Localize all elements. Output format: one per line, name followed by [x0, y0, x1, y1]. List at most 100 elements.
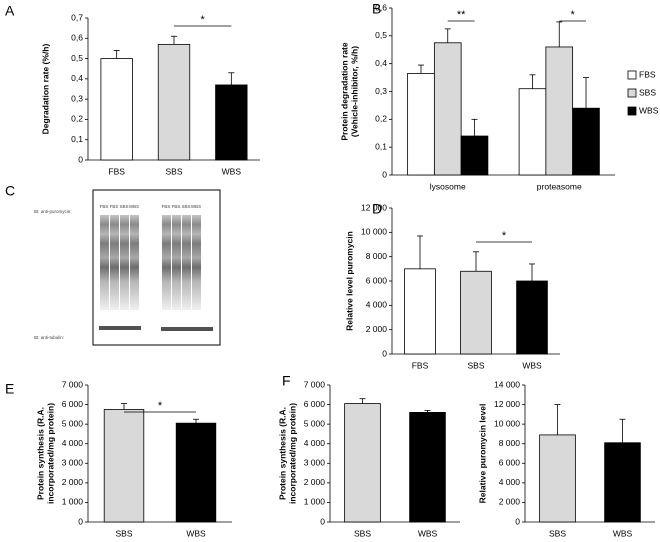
y-axis-label: Relative puromycin level: [477, 404, 487, 504]
y-tick-label: 0,1: [375, 141, 387, 151]
x-tick-label: FBS: [412, 360, 429, 370]
x-tick-label: FBS: [108, 166, 125, 176]
lane-label: FBS: [100, 204, 109, 209]
bar: [344, 403, 381, 523]
x-tick-label: SBS: [115, 528, 132, 538]
bar: [460, 135, 489, 176]
blot-smear: [100, 215, 109, 310]
blot-smear: [172, 215, 181, 310]
y-tick-label: 7 000: [62, 379, 84, 389]
bar: [409, 411, 446, 523]
y-tick-label: 0,2: [71, 114, 83, 124]
bar: [539, 434, 576, 523]
y-tick-label: 8 000: [366, 251, 388, 261]
x-tick-label: SBS: [549, 528, 566, 538]
y-tick-label: 4 000: [499, 477, 521, 487]
y-tick-label: 14 000: [494, 379, 520, 389]
blot-smear: [120, 215, 129, 310]
y-tick-label: 0: [78, 516, 83, 526]
y-tick-label: 6 000: [304, 399, 326, 409]
blot-band: [99, 326, 141, 330]
y-axis-label: (Vehicle-inhibitor, %/h): [349, 46, 359, 137]
legend-label: WBS: [639, 105, 659, 115]
x-tick-label: WBS: [222, 166, 242, 176]
significance-label: *: [158, 400, 163, 412]
significance-label: **: [457, 9, 466, 21]
panel-letter: C: [5, 183, 15, 199]
y-tick-label: 6 000: [366, 275, 388, 285]
y-tick-label: 0,4: [71, 73, 83, 83]
blot-smear: [182, 215, 191, 310]
bar: [215, 84, 248, 161]
y-tick-label: 0,7: [71, 12, 83, 22]
panel-letter: E: [5, 381, 14, 397]
lane-label: FBS: [110, 204, 119, 209]
y-tick-label: 1 000: [62, 497, 84, 507]
legend-swatch: [627, 88, 637, 98]
lane-label: FBS: [172, 204, 181, 209]
bar: [100, 58, 133, 161]
y-tick-label: 1 000: [304, 497, 326, 507]
y-tick-label: 6 000: [499, 458, 521, 468]
legend-swatch: [627, 106, 637, 116]
y-tick-label: 0,2: [375, 114, 387, 124]
x-tick-label: lysosome: [430, 181, 466, 191]
y-axis-label: Protein synthesis (R.A.: [35, 407, 45, 500]
y-tick-label: 5 000: [304, 418, 326, 428]
blot-smear: [110, 215, 119, 310]
y-tick-label: 4 000: [366, 300, 388, 310]
bar: [103, 409, 145, 523]
x-tick-label: WBS: [522, 360, 542, 370]
y-tick-label: 0,6: [375, 2, 387, 12]
y-tick-label: 12 000: [494, 399, 520, 409]
x-tick-label: WBS: [186, 528, 206, 538]
x-tick-label: WBS: [613, 528, 633, 538]
y-tick-label: 0,3: [375, 86, 387, 96]
bar: [572, 107, 600, 176]
y-tick-label: 12 000: [361, 202, 387, 212]
y-tick-label: 0: [78, 154, 83, 164]
y-tick-label: 0,1: [71, 134, 83, 144]
lane-label: WBS: [191, 204, 201, 209]
x-tick-label: WBS: [418, 528, 438, 538]
blot-panel: C FBS FBS SBS WBS FBS FBS SBS WBS IB: an…: [5, 183, 221, 346]
y-tick-label: 3 000: [62, 458, 84, 468]
y-tick-label: 0,6: [71, 33, 83, 43]
y-tick-label: 0: [382, 348, 387, 358]
y-tick-label: 0,5: [375, 30, 387, 40]
x-tick-label: proteasome: [537, 181, 582, 191]
panel-letter: F: [282, 373, 291, 389]
y-tick-label: 0,4: [375, 58, 387, 68]
y-tick-label: 10 000: [361, 227, 387, 237]
y-tick-label: 7 000: [304, 379, 326, 389]
panel-letter: B: [372, 1, 381, 17]
y-tick-label: 6 000: [62, 399, 84, 409]
blot-label: IB: anti-tubulin:: [34, 335, 64, 340]
y-tick-label: 4 000: [304, 438, 326, 448]
y-tick-label: 2 000: [62, 477, 84, 487]
y-tick-label: 8 000: [499, 438, 521, 448]
y-tick-label: 0: [382, 169, 387, 179]
panel-letter: A: [5, 3, 15, 19]
y-tick-label: 3 000: [304, 458, 326, 468]
blot-smear: [162, 215, 171, 310]
significance-label: *: [502, 230, 507, 242]
lane-label: SBS: [119, 204, 128, 209]
y-tick-label: 2 000: [304, 477, 326, 487]
lane-label: FBS: [162, 204, 171, 209]
y-tick-label: 2 000: [366, 324, 388, 334]
bar: [516, 280, 548, 355]
y-axis-label: Relative level puromycin: [344, 231, 354, 331]
y-tick-label: 5 000: [62, 418, 84, 428]
y-tick-label: 10 000: [494, 418, 520, 428]
blot-band: [161, 327, 213, 331]
y-tick-label: 2 000: [499, 497, 521, 507]
x-tick-label: SBS: [354, 528, 371, 538]
panel-letter: D: [372, 201, 382, 217]
significance-label: *: [570, 9, 575, 21]
y-axis-label: incorporated/mg protein): [287, 403, 297, 504]
bar: [460, 270, 492, 355]
blot-smear: [192, 215, 201, 310]
lane-label: WBS: [129, 204, 139, 209]
